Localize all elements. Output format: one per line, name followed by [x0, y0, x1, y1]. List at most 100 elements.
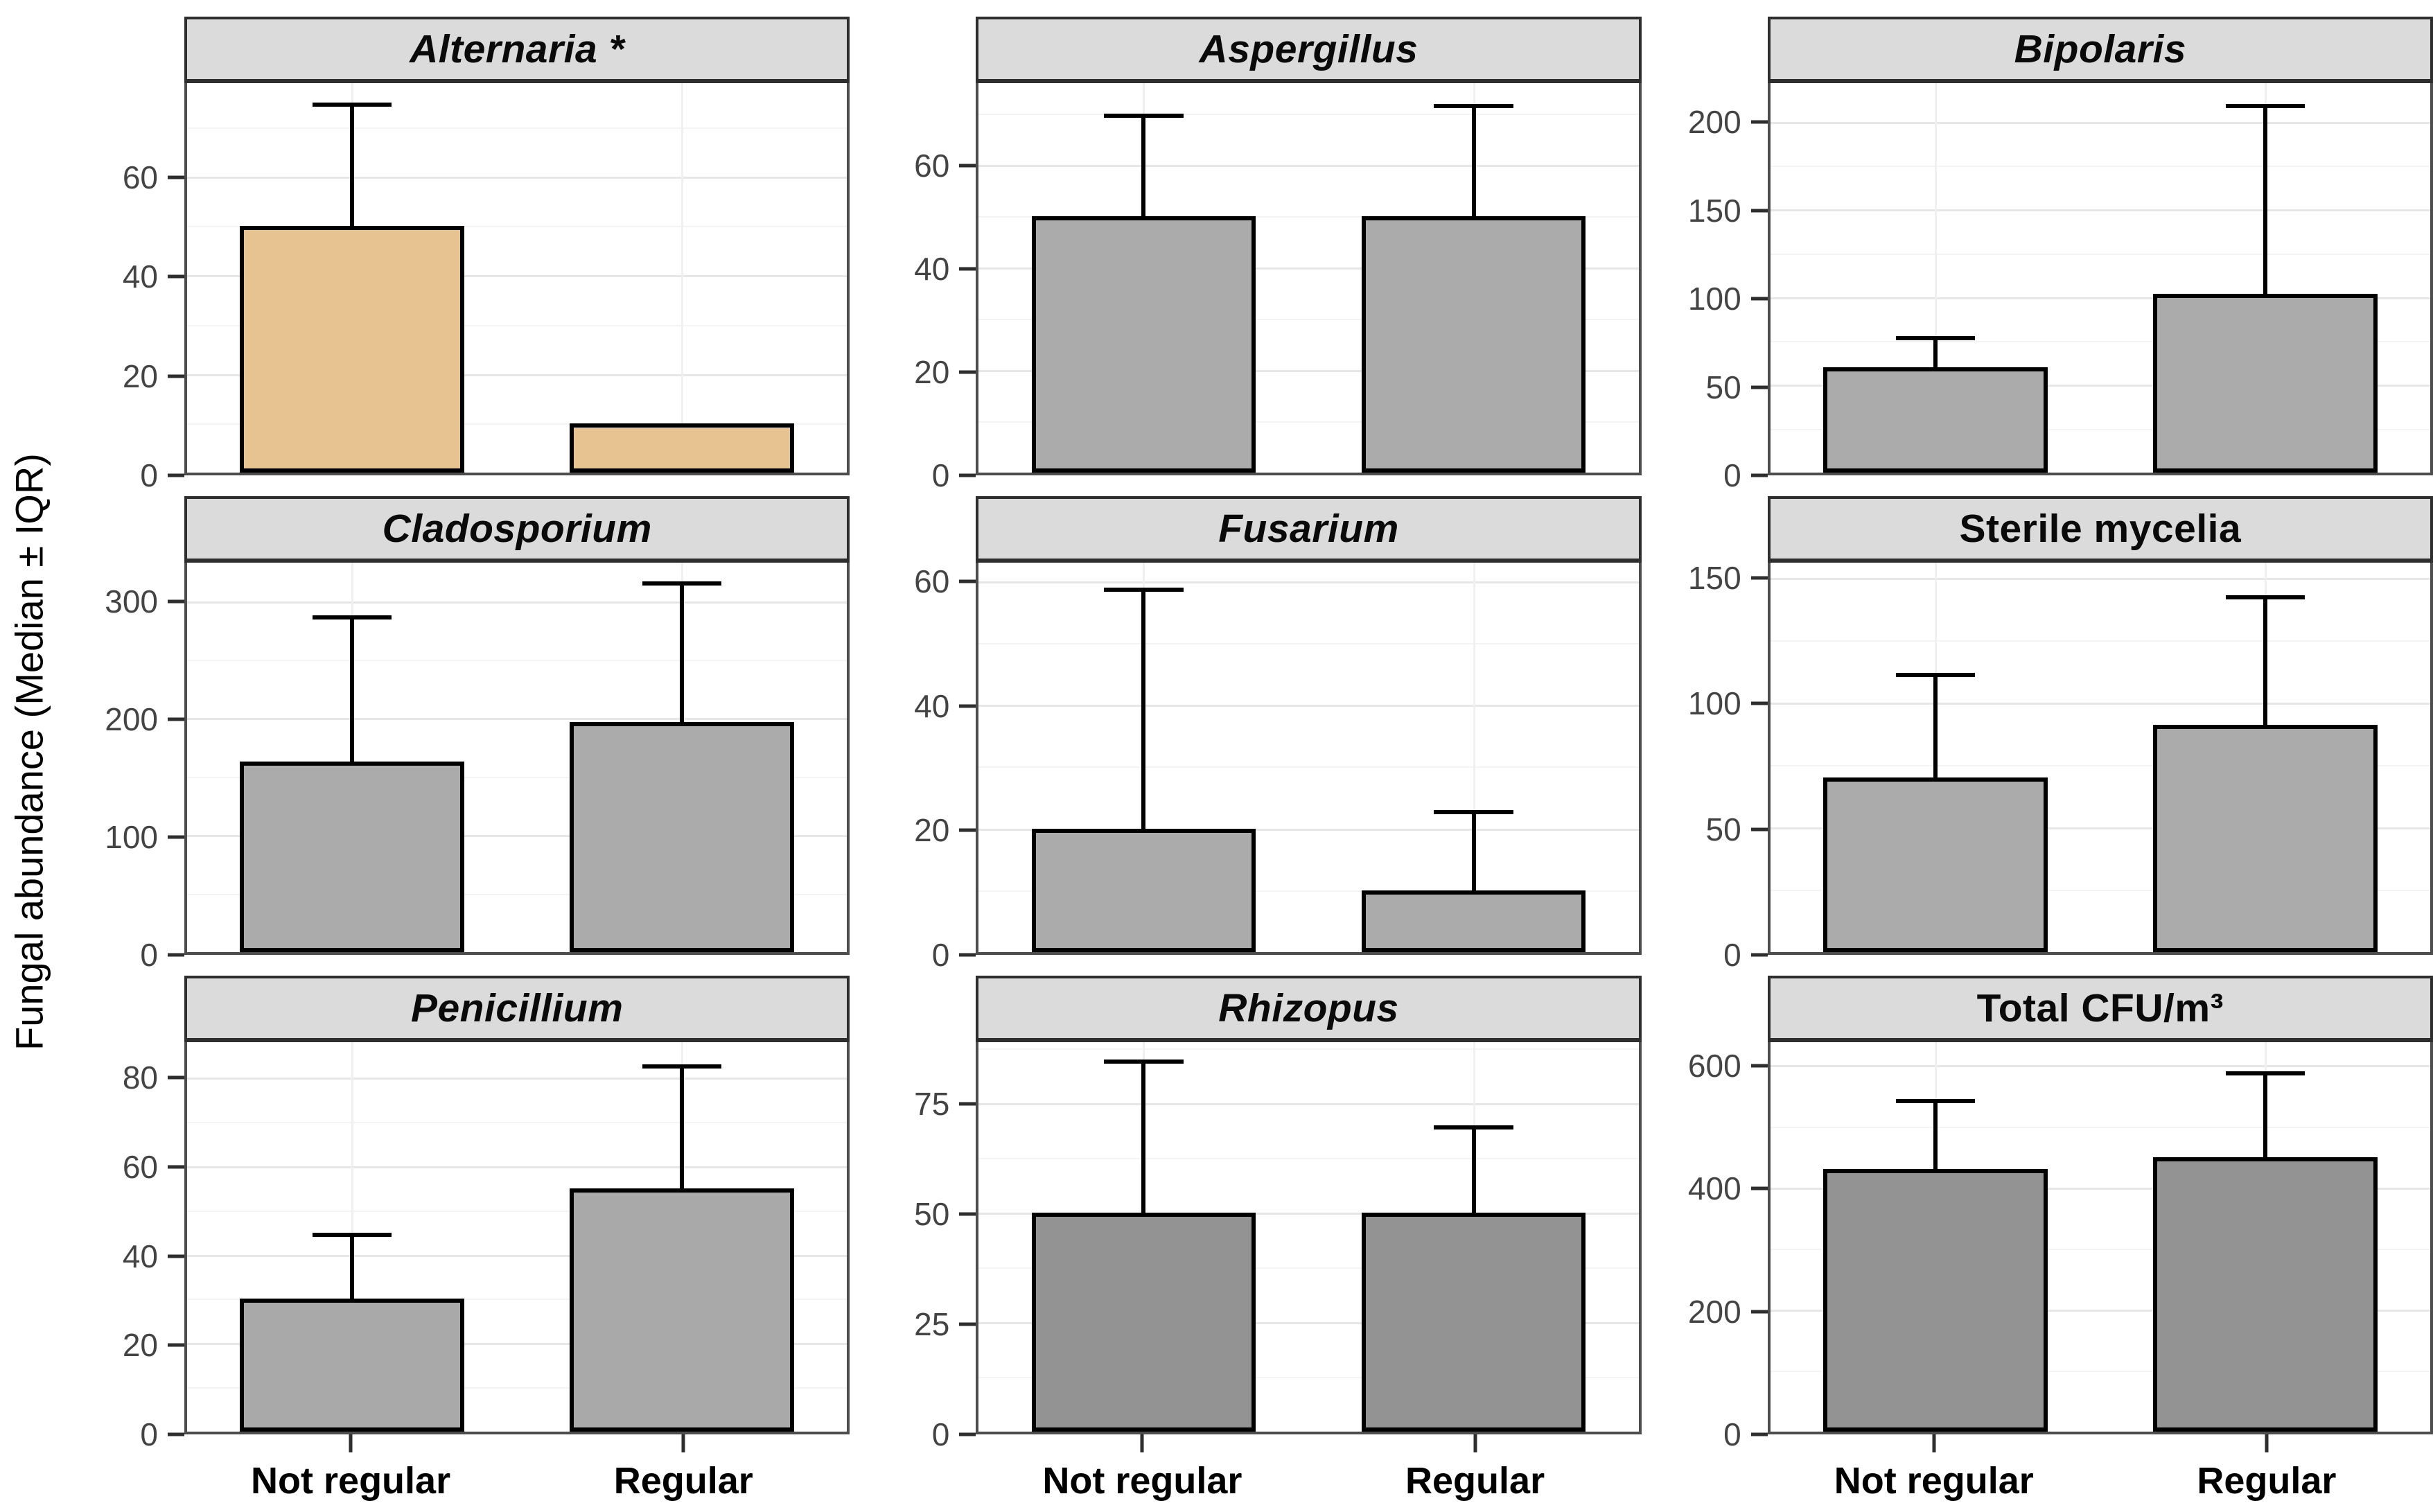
gridline-minor	[978, 114, 1639, 116]
y-tick-label: 50	[914, 1196, 950, 1233]
y-tick-label: 20	[122, 358, 158, 394]
y-tick-mark	[1750, 953, 1768, 957]
bar-not-regular	[240, 1299, 464, 1432]
gridline-major	[978, 705, 1639, 707]
y-tick-mark	[168, 717, 184, 721]
y-tick-mark	[959, 1102, 976, 1106]
x-axis: Not regular Regular	[976, 1434, 1641, 1512]
gridline-minor	[187, 1387, 847, 1389]
y-axis-title-column: Fungal abundance (Median ± IQR)	[0, 17, 58, 1486]
y-tick-mark	[959, 953, 976, 957]
error-bar-stem-regular	[1471, 103, 1476, 217]
gridline-major	[1770, 1187, 2430, 1190]
facet-strip: Aspergillus	[976, 17, 1642, 83]
gridline-minor	[1770, 889, 2430, 891]
error-bar-stem-not-regular	[350, 615, 355, 762]
gridline-minor	[187, 423, 847, 425]
y-axis: 0 20 40 60	[850, 83, 976, 493]
gridline-major	[187, 718, 847, 721]
y-tick-mark	[959, 473, 976, 477]
facet-strip: Cladosporium	[184, 496, 850, 563]
error-bar-stem-regular	[1471, 1125, 1476, 1213]
y-tick-mark	[959, 370, 976, 374]
x-axis: Not regular Regular	[1768, 1434, 2433, 1512]
y-tick-label: 40	[914, 687, 950, 724]
error-bar-cap-not-regular	[1895, 672, 1975, 677]
facet-title: Cladosporium	[382, 507, 652, 551]
gridline-major	[187, 373, 847, 376]
facet-title: Sterile mycelia	[1959, 507, 2242, 551]
gridline-minor	[187, 1210, 847, 1212]
plot-panel	[1767, 83, 2433, 475]
y-tick-label: 100	[105, 819, 158, 856]
facet-aspergillus: Aspergillus 0 20 40 60	[850, 17, 1642, 493]
gridline-minor	[1770, 1248, 2430, 1250]
y-tick-label: 60	[914, 148, 950, 184]
y-tick-mark	[1750, 209, 1768, 213]
error-bar-stem-not-regular	[1933, 1098, 1938, 1170]
y-axis: 0 50 100 150 200	[1642, 83, 1768, 493]
y-tick-mark	[168, 1343, 184, 1347]
error-bar-stem-regular	[680, 1064, 685, 1188]
error-bar-stem-not-regular	[1933, 335, 1938, 368]
error-bar-stem-regular	[680, 581, 685, 722]
gridline-major	[1770, 577, 2430, 580]
gridline-major	[187, 177, 847, 179]
facet-title: Total CFU/m³	[1976, 986, 2224, 1030]
y-tick-mark	[168, 1432, 184, 1436]
gridline-minor	[978, 1158, 1639, 1160]
gridline-minor	[978, 766, 1639, 768]
y-tick-mark	[1750, 385, 1768, 389]
gridline-minor	[1770, 428, 2430, 430]
facet-sterile-mycelia: Sterile mycelia 0 50 100 150	[1642, 496, 2433, 973]
x-tick-label: Not regular	[251, 1460, 451, 1502]
error-bar-stem-not-regular	[1141, 1060, 1146, 1213]
y-tick-mark	[168, 953, 184, 957]
y-tick-label: 0	[931, 457, 950, 493]
x-tick-label: Not regular	[1834, 1460, 2034, 1502]
y-tick-mark	[1750, 827, 1768, 832]
facet-penicillium: Penicillium 0 20 40 60 80 Not regular Regular	[58, 976, 850, 1512]
y-tick-label: 0	[931, 1416, 950, 1452]
gridline-minor	[1770, 1126, 2430, 1128]
gridline-major	[187, 601, 847, 604]
gridline-major	[187, 1254, 847, 1257]
bar-not-regular	[1031, 1213, 1256, 1432]
gridline-major	[1770, 121, 2430, 124]
gridline-minor	[187, 128, 847, 130]
y-axis: 0 100 200 300	[58, 563, 184, 973]
gridline-major	[978, 267, 1639, 270]
y-tick-mark	[168, 374, 184, 378]
y-tick-label: 0	[931, 937, 950, 973]
error-bar-cap-regular	[2225, 595, 2305, 599]
x-tick-mark	[1473, 1434, 1477, 1452]
y-tick-label: 0	[1723, 457, 1741, 493]
error-bar-stem-not-regular	[1141, 114, 1146, 217]
bar-not-regular	[240, 226, 464, 473]
gridline-minor	[187, 776, 847, 778]
y-tick-label: 150	[1687, 559, 1741, 596]
x-tick-label: Not regular	[1042, 1460, 1242, 1502]
facet-strip: Total CFU/m³	[1767, 976, 2433, 1042]
gridline-major	[1770, 385, 2430, 387]
gridline-minor	[978, 642, 1639, 644]
gridline-minor	[978, 421, 1639, 423]
bar-regular	[570, 423, 795, 473]
y-tick-label: 200	[1687, 1293, 1741, 1330]
y-tick-mark	[1750, 701, 1768, 705]
y-tick-mark	[959, 704, 976, 708]
bar-regular	[2153, 725, 2378, 952]
facet-title: Aspergillus	[1199, 27, 1418, 71]
y-tick-mark	[959, 828, 976, 832]
error-bar-cap-not-regular	[1104, 114, 1184, 118]
y-tick-label: 400	[1687, 1170, 1741, 1207]
y-tick-mark	[1750, 576, 1768, 580]
y-tick-label: 100	[1687, 281, 1741, 317]
error-bar-cap-not-regular	[1104, 1060, 1184, 1064]
gridline-major	[1770, 827, 2430, 829]
gridline-major	[187, 1166, 847, 1168]
y-tick-label: 0	[140, 937, 158, 973]
error-bar-cap-not-regular	[1104, 587, 1184, 592]
facet-grid: Alternaria * 0 20 40 60 Aspergillus 0 20 40 60 Bip…	[58, 17, 2433, 1502]
